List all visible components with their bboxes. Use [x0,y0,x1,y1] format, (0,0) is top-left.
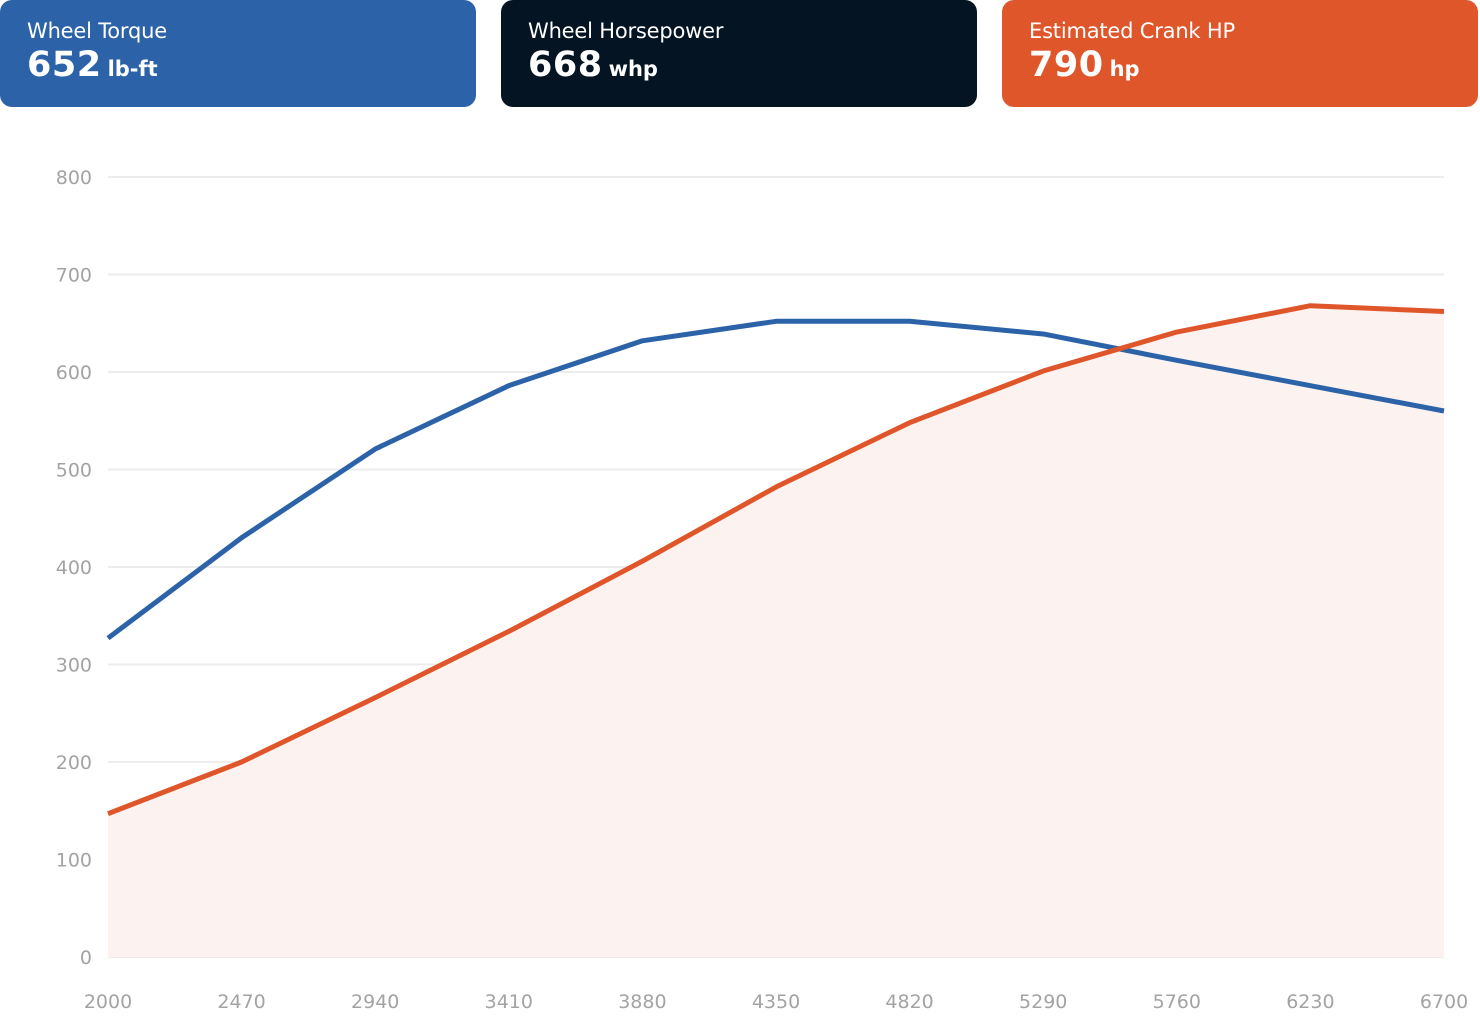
wheel-horsepower-label: Wheel Horsepower [528,19,724,43]
x-tick-label: 3880 [618,991,666,1013]
crank-hp-card: Estimated Crank HP 790 hp [1002,0,1478,107]
x-tick-label: 5290 [1019,991,1067,1013]
y-tick-labels: 0 100 200 300 400 500 600 700 800 [56,167,92,969]
x-tick-label: 4350 [752,991,800,1013]
x-tick-label: 5760 [1153,991,1201,1013]
crank-hp-unit: hp [1109,57,1140,81]
y-tick-label: 400 [56,557,92,579]
series-1-area [108,305,1444,957]
wheel-torque-label: Wheel Torque [27,19,167,43]
x-tick-labels: 2000 2470 2940 3410 3880 4350 4820 5290 5760 6230… [84,991,1468,1013]
x-tick-label: 2000 [84,991,132,1013]
x-tick-label: 2940 [351,991,399,1013]
wheel-torque-card: Wheel Torque 652 lb-ft [0,0,476,107]
y-tick-label: 300 [56,655,92,677]
y-tick-label: 500 [56,460,92,482]
x-tick-label: 6230 [1286,991,1334,1013]
series-lines [106,303,1445,817]
x-tick-label: 6700 [1420,991,1468,1013]
crank-hp-value: 790 [1029,45,1104,85]
stat-cards: Wheel Torque 652 lb-ft Wheel Horsepower 6… [0,0,1480,107]
wheel-horsepower-unit: whp [608,57,658,81]
y-tick-label: 100 [56,850,92,872]
crank-hp-label: Estimated Crank HP [1029,19,1235,43]
wheel-horsepower-value: 668 [528,45,603,85]
y-tick-label: 200 [56,752,92,774]
area-fills [108,305,1444,957]
y-tick-label: 600 [56,362,92,384]
y-tick-label: 0 [80,947,92,969]
wheel-torque-value: 652 [27,45,102,85]
y-tick-label: 800 [56,167,92,189]
wheel-torque-unit: lb-ft [107,57,158,81]
x-tick-label: 3410 [485,991,533,1013]
y-tick-label: 700 [56,265,92,287]
x-tick-label: 2470 [217,991,265,1013]
wheel-horsepower-card: Wheel Horsepower 668 whp [501,0,977,107]
x-tick-label: 4820 [885,991,933,1013]
